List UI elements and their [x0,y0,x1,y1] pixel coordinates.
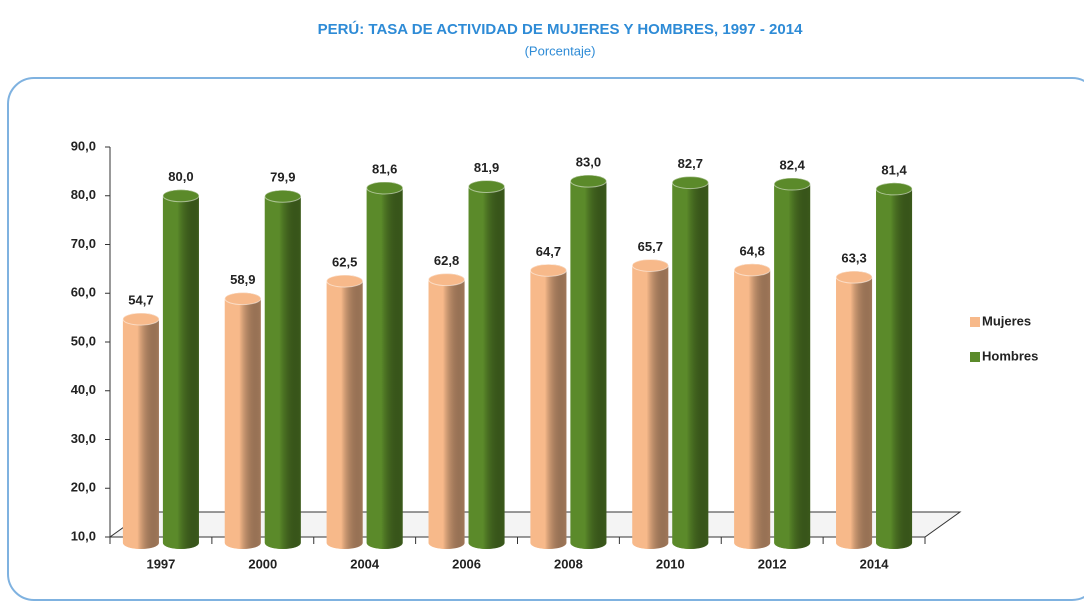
y-tick-label: 40,0 [71,382,96,397]
legend-label: Hombres [982,348,1038,363]
x-tick-label: 2006 [452,556,481,571]
value-label: 81,4 [881,162,907,177]
y-tick-label: 30,0 [71,431,96,446]
value-label: 65,7 [638,239,663,254]
value-label: 82,7 [678,156,703,171]
y-tick-label: 10,0 [71,528,96,543]
bar-top [224,292,262,306]
value-label: 81,6 [372,161,397,176]
value-label: 81,9 [474,160,499,175]
chart-subtitle: (Porcentaje) [525,43,596,58]
bar-shade [264,190,301,549]
value-label: 63,3 [841,251,866,266]
bar-top [468,179,506,193]
value-label: 80,0 [168,169,193,184]
frame [7,77,1084,601]
legend-label: Mujeres [982,313,1031,328]
bar-shade [530,264,567,549]
y-tick-label: 60,0 [71,285,96,300]
y-tick-label: 50,0 [71,333,96,348]
value-label: 54,7 [128,293,153,308]
bar-top [326,274,364,288]
bar-top [733,263,771,277]
bar-shade [876,182,913,550]
bar-shade [366,181,403,549]
bar-shade [836,271,873,549]
bar-top [366,181,404,195]
value-label: 83,0 [576,155,601,170]
value-label: 79,9 [270,170,295,185]
y-tick-label: 70,0 [71,236,96,251]
y-tick-label: 80,0 [71,187,96,202]
bar-shade [632,259,669,549]
x-tick-label: 2004 [350,556,380,571]
value-label: 62,5 [332,255,357,270]
x-tick-label: 2000 [248,556,277,571]
bar-top [773,177,811,191]
bar-shade [162,189,199,549]
bar-shade [428,273,465,549]
bar-top [631,258,669,272]
value-label: 62,8 [434,253,459,268]
bar-top [835,270,873,284]
bar-shade [326,275,363,549]
bar-top [264,189,302,203]
bar-shade [672,176,709,549]
y-tick-label: 90,0 [71,138,96,153]
bar-shade [774,178,811,550]
bar-shade [122,313,159,549]
bar-top [122,312,160,326]
y-tick-label: 20,0 [71,480,96,495]
value-label: 64,7 [536,244,561,259]
bar-top [875,182,913,196]
bar-shade [734,263,771,549]
bar-shade [570,175,607,549]
value-label: 82,4 [780,157,806,172]
bar-top [162,189,200,203]
bar-top [529,263,567,277]
bar-top [569,174,607,188]
x-tick-label: 2014 [860,556,890,571]
x-tick-label: 2008 [554,556,583,571]
x-tick-label: 1997 [146,556,175,571]
value-label: 58,9 [230,272,255,287]
legend-swatch [970,317,980,327]
bar-shade [224,292,261,549]
legend-swatch [970,352,980,362]
bar-top [428,273,466,287]
value-label: 64,8 [740,243,765,258]
bar-shade [468,180,505,550]
x-tick-label: 2012 [758,556,787,571]
bar-top [671,176,709,190]
x-tick-label: 2010 [656,556,685,571]
chart-title: PERÚ: TASA DE ACTIVIDAD DE MUJERES Y HOM… [318,20,803,38]
